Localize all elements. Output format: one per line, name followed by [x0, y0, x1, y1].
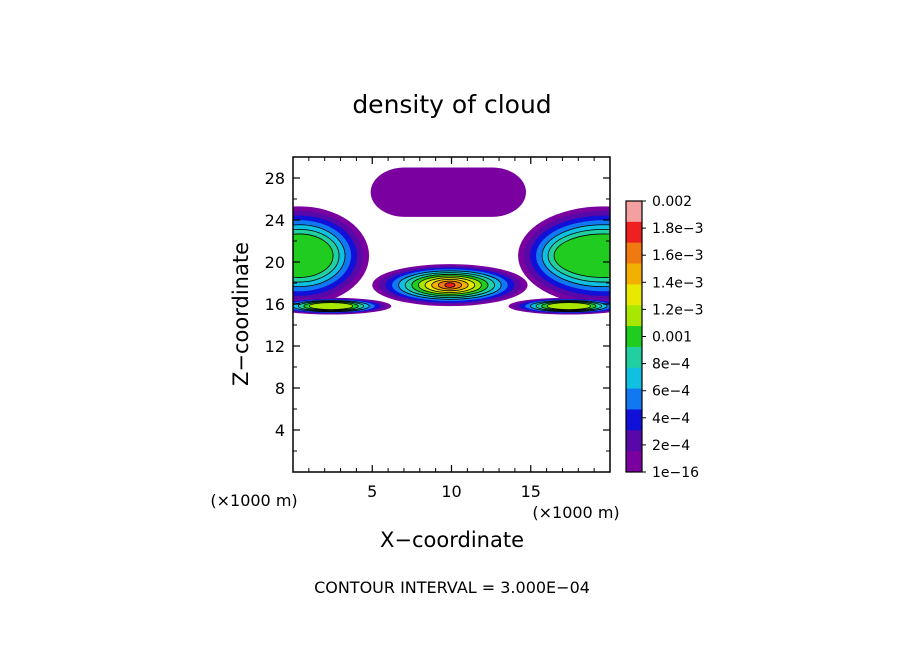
region-right-upper-cloud [518, 206, 610, 306]
colorbar-label: 0.001 [652, 330, 692, 346]
region-right-lower-layer [508, 297, 610, 315]
y-tick-label: 20 [265, 253, 285, 272]
region-left-upper-cloud [293, 206, 370, 306]
colorbar-label: 1.8e−3 [652, 221, 704, 237]
colorbar-segment [626, 388, 642, 410]
contour-level [444, 282, 456, 288]
colorbar-label: 8e−4 [652, 357, 690, 373]
colorbar-segment [626, 346, 642, 369]
colorbar-label: 0.002 [652, 194, 692, 210]
contour-interval-footer: CONTOUR INTERVAL = 3.000E−04 [314, 578, 590, 597]
colorbar-segment [626, 201, 642, 223]
colorbar-segment [626, 221, 642, 244]
y-tick-label: 4 [275, 421, 285, 440]
x-tick-label: 15 [521, 482, 541, 501]
colorbar: 0.002 1.8e−3 1.6e−3 1.4e−3 1.2e−3 0.001 8e−4 6e… [625, 194, 704, 481]
contour-level [293, 233, 334, 278]
colorbar-segment [626, 263, 642, 285]
x-axis-ticks: 5 10 15 [308, 157, 595, 501]
chart-title: density of cloud [352, 90, 551, 119]
colorbar-segment [626, 326, 642, 348]
x-unit-label-right: (×1000 m) [532, 503, 619, 522]
y-axis-label: Z−coordinate [229, 242, 253, 386]
colorbar-segment [626, 284, 642, 306]
y-tick-label: 28 [265, 169, 285, 188]
colorbar-segment [626, 305, 642, 327]
y-tick-label: 12 [265, 337, 285, 356]
y-tick-label: 16 [265, 295, 285, 314]
region-top-center-cloud [370, 167, 526, 217]
colorbar-label: 1.4e−3 [652, 275, 704, 291]
colorbar-label: 6e−4 [652, 384, 690, 400]
y-tick-label: 8 [275, 379, 285, 398]
colorbar-label: 1e−16 [652, 465, 699, 481]
colorbar-segment [626, 430, 642, 452]
y-axis-ticks: 4 8 12 16 20 24 28 [265, 169, 610, 452]
region-center-core [372, 264, 528, 307]
x-tick-label: 10 [441, 482, 461, 501]
x-unit-label-left: (×1000 m) [210, 491, 297, 510]
colorbar-segment [626, 409, 642, 431]
colorbar-label: 4e−4 [652, 411, 690, 427]
contour-level [546, 302, 591, 311]
colorbar-segment [626, 367, 642, 390]
colorbar-label: 1.2e−3 [652, 302, 704, 318]
colorbar-segment [626, 242, 642, 265]
colorbar-label: 1.6e−3 [652, 248, 704, 264]
y-tick-label: 24 [265, 211, 285, 230]
region-left-lower-layer [293, 297, 392, 315]
contour-level [553, 233, 610, 278]
x-axis-label: X−coordinate [380, 528, 524, 552]
colorbar-label: 2e−4 [652, 438, 690, 454]
contour-fills [293, 167, 610, 315]
colorbar-segment [626, 451, 642, 473]
contour-level [308, 302, 354, 311]
x-tick-label: 5 [367, 482, 377, 501]
